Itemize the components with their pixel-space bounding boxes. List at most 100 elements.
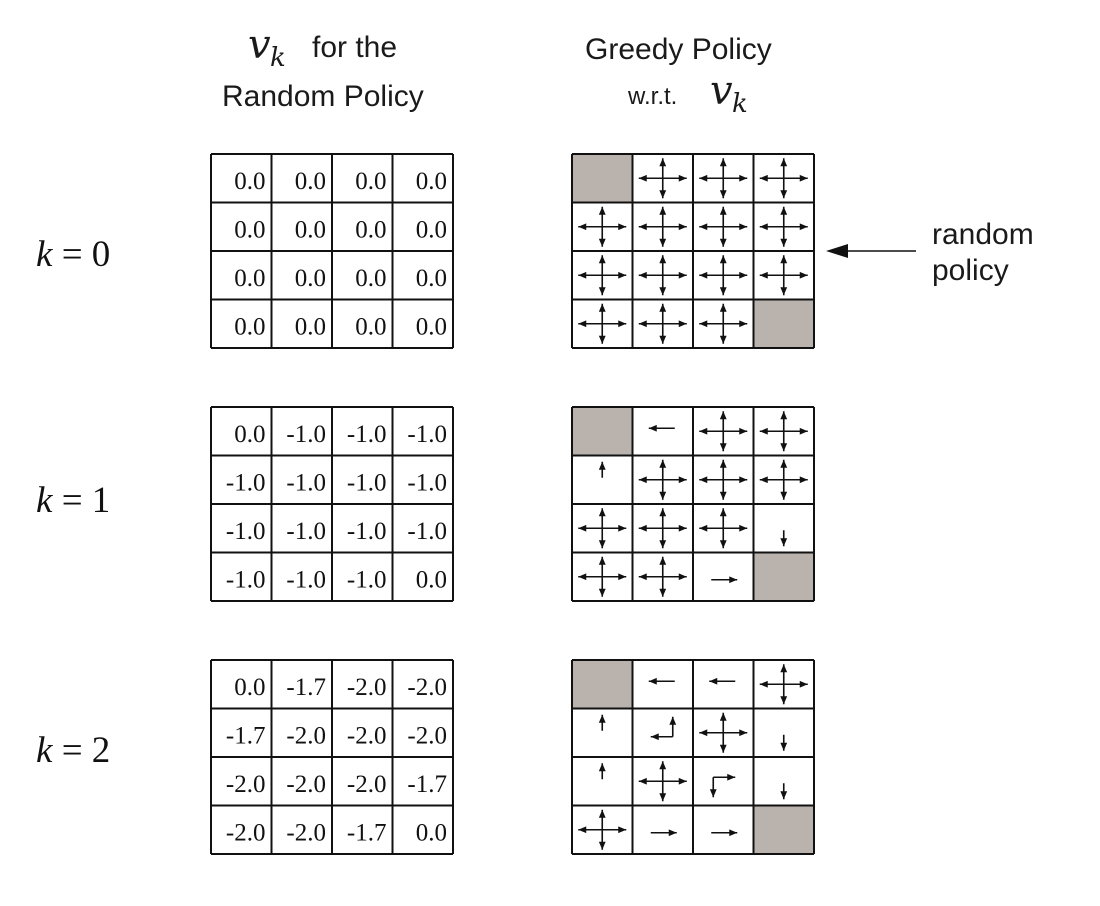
- arrow-head: [759, 427, 768, 435]
- policy-arrow-l-icon: [648, 677, 675, 685]
- arrow-head: [678, 320, 687, 328]
- arrow-head: [618, 320, 627, 328]
- k-label-1: k = 1: [36, 480, 110, 521]
- svg-text:k = 2: k = 2: [36, 730, 110, 771]
- arrow-head: [618, 524, 627, 532]
- left-header-line2: Random Policy: [222, 80, 424, 113]
- value-cell: -2.0: [407, 723, 447, 750]
- arrow-head: [719, 540, 727, 549]
- arrow-head: [780, 491, 788, 500]
- value-cell: -2.0: [226, 771, 266, 798]
- arrow-head: [618, 573, 627, 581]
- arrow-head: [719, 190, 727, 199]
- arrow-head: [780, 238, 788, 247]
- value-grid-k0: 0.0 0.0 0.0 0.0 0.0 0.0 0.0 0.0 0.0 0.0 0.0 0.0 0.0 0…: [210, 153, 454, 349]
- policy-arrow-lrud-icon: [759, 459, 808, 500]
- arrow-head: [719, 255, 727, 264]
- value-cell: 0.0: [295, 314, 326, 341]
- value-cell: -1.0: [407, 518, 447, 545]
- arrow-head: [719, 712, 727, 721]
- arrow-head: [739, 729, 748, 737]
- policy-arrow-lu-icon: [650, 716, 677, 741]
- arrow-head: [699, 476, 708, 484]
- value-cell: -1.0: [286, 421, 326, 448]
- policy-arrow-lrud-icon: [699, 206, 748, 247]
- arrow-head: [669, 716, 677, 725]
- terminal-cell: [753, 552, 814, 601]
- arrow-head: [719, 459, 727, 468]
- arrow-head: [799, 680, 808, 688]
- terminal-cell: [753, 299, 814, 348]
- arrow-head: [799, 476, 808, 484]
- arrow-head: [759, 223, 768, 231]
- policy-arrow-lrud-icon: [578, 556, 627, 597]
- policy-grid-k0: [571, 153, 815, 349]
- arrow-head: [659, 459, 667, 468]
- k-eq: = 0: [52, 234, 110, 275]
- arrow-head: [659, 540, 667, 549]
- value-cell: -1.0: [286, 470, 326, 497]
- k-eq: = 1: [52, 480, 110, 521]
- arrow-head: [678, 271, 687, 279]
- arrow-head: [650, 733, 659, 741]
- terminal-cell: [572, 154, 633, 203]
- arrow-head: [638, 777, 647, 785]
- value-cell: 0.0: [234, 314, 265, 341]
- arrow-head: [578, 320, 587, 328]
- arrow-head: [598, 335, 606, 344]
- value-cell: 0.0: [416, 265, 447, 292]
- arrow-head: [780, 459, 788, 468]
- policy-arrow-lrud-icon: [699, 508, 748, 549]
- arrow-head: [618, 223, 627, 231]
- policy-arrow-r-icon: [711, 829, 738, 837]
- arrow-head: [638, 271, 647, 279]
- policy-arrow-u-icon: [598, 461, 606, 478]
- arrow-head: [780, 206, 788, 215]
- svg-text:k = 1: k = 1: [36, 480, 110, 521]
- arrow-head: [780, 443, 788, 452]
- arrow-head: [598, 287, 606, 296]
- arrow-head: [739, 271, 748, 279]
- arrow-head: [719, 491, 727, 500]
- arrow-head: [799, 174, 808, 182]
- arrow-head: [659, 190, 667, 199]
- arrow-head: [780, 696, 788, 705]
- arrow-head: [578, 524, 587, 532]
- right-header-sub: k: [732, 89, 748, 119]
- arrow-head: [598, 714, 606, 723]
- arrow-head: [638, 223, 647, 231]
- policy-arrow-r-icon: [711, 576, 738, 584]
- policy-arrow-d-icon: [780, 530, 788, 547]
- arrow-head: [709, 789, 717, 798]
- value-cell: -1.0: [286, 518, 326, 545]
- policy-grid-k2: [571, 659, 815, 855]
- arrow-head: [659, 287, 667, 296]
- value-cell: 0.0: [355, 168, 386, 195]
- arrow-head: [739, 320, 748, 328]
- arrow-head: [719, 443, 727, 452]
- arrow-head: [659, 793, 667, 802]
- arrow-head: [659, 255, 667, 264]
- arrow-head: [739, 223, 748, 231]
- policy-arrow-lrud-icon: [759, 158, 808, 199]
- right-header-line1: Greedy Policy: [585, 33, 772, 66]
- policy-arrow-u-icon: [598, 714, 606, 731]
- arrow-head: [659, 158, 667, 167]
- arrow-head: [678, 476, 687, 484]
- arrow-head: [729, 829, 738, 837]
- policy-arrow-lrud-icon: [699, 255, 748, 296]
- policy-arrow-lrud-icon: [578, 508, 627, 549]
- arrow-head: [659, 556, 667, 565]
- policy-arrow-lrud-icon: [759, 255, 808, 296]
- value-cell: 0.0: [234, 168, 265, 195]
- value-cell: 0.0: [234, 217, 265, 244]
- policy-grid-k1: [571, 406, 815, 602]
- arrow-head: [659, 508, 667, 517]
- arrow-head: [780, 664, 788, 673]
- value-cell: -2.0: [347, 771, 387, 798]
- value-grid-k2: 0.0 -1.7 -2.0 -2.0-1.7 -2.0 -2.0 -2.0-2.0 -2.0-…: [210, 659, 454, 855]
- k-label-0: k = 0: [36, 234, 110, 275]
- arrow-head: [598, 508, 606, 517]
- value-cell: -1.0: [347, 470, 387, 497]
- policy-arrow-rd-icon: [709, 773, 736, 798]
